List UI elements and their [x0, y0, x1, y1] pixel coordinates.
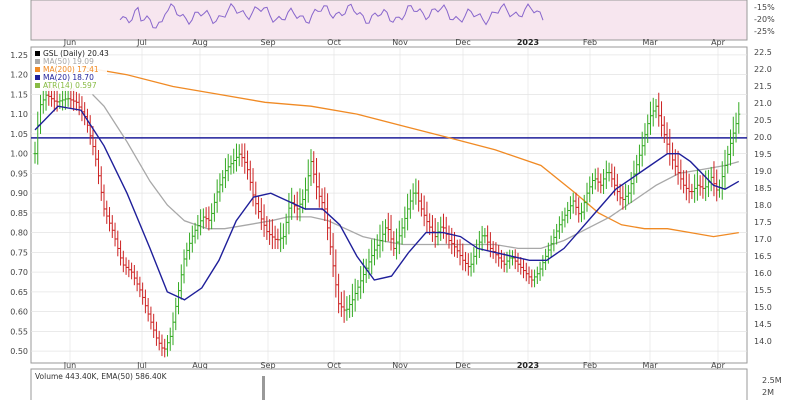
right-tick-label: 21.5: [754, 82, 772, 91]
month-label: Jul: [136, 38, 147, 47]
month-axis-bottom: Jun Jul Aug Sep Oct Nov Dec 2023 Feb Mar Apr: [63, 361, 726, 370]
price-bars: [33, 82, 741, 358]
month-label: Feb: [583, 361, 597, 370]
legend-swatch: [35, 51, 40, 56]
indicator-line: [119, 2, 544, 29]
left-tick-label: 0.60: [10, 308, 28, 317]
legend-swatch: [35, 83, 40, 88]
left-tick-label: 0.90: [10, 189, 28, 198]
right-tick-label: 15.0: [754, 303, 772, 312]
legend-box: [33, 49, 107, 91]
left-tick-label: 1.05: [10, 130, 28, 139]
right-tick-label: 17.5: [754, 218, 772, 227]
month-label: Aug: [192, 361, 208, 370]
left-tick-label: 0.80: [10, 229, 28, 238]
left-tick-label: 1.25: [10, 51, 28, 60]
indicator-axis: -15% -20% -25%: [754, 3, 775, 36]
volume-tick-label: 2.5M: [762, 376, 782, 385]
legend-entry: GSL (Daily) 20.43: [43, 49, 109, 58]
right-tick-label: 18.5: [754, 184, 772, 193]
right-tick-label: 20.0: [754, 133, 772, 142]
left-tick-label: 0.75: [10, 248, 28, 257]
right-tick-label: 19.5: [754, 150, 772, 159]
month-label: Jun: [63, 38, 77, 47]
month-label: Sep: [260, 361, 275, 370]
month-label: Nov: [392, 38, 408, 47]
right-tick-label: 18.0: [754, 201, 772, 210]
price-grid: [31, 47, 747, 363]
legend-entry: MA(50) 19.09: [43, 57, 94, 66]
volume-legend: Volume 443.40K, EMA(50) 586.40K: [35, 372, 168, 381]
right-tick-label: 20.5: [754, 116, 772, 125]
right-tick-label: 16.5: [754, 252, 772, 261]
volume-axis: 2.5M 2M: [762, 376, 782, 397]
month-label: Dec: [455, 361, 470, 370]
month-label: Dec: [455, 38, 470, 47]
right-tick-label: 21.0: [754, 99, 772, 108]
month-label: Sep: [260, 38, 275, 47]
month-axis-top: Jun Jul Aug Sep Oct Nov Dec 2023 Feb Mar Apr: [63, 38, 726, 47]
indicator-tick-label: -25%: [754, 27, 775, 36]
legend-swatch: [35, 59, 40, 64]
right-tick-label: 14.0: [754, 337, 772, 346]
month-label: Apr: [711, 38, 726, 47]
volume-tick-label: 2M: [762, 388, 774, 397]
indicator-panel: [30, 0, 748, 41]
month-label: 2023: [517, 361, 539, 370]
month-label: Oct: [327, 361, 341, 370]
left-tick-label: 0.70: [10, 268, 28, 277]
month-label: Mar: [642, 38, 658, 47]
left-tick-label: 0.85: [10, 209, 28, 218]
left-tick-label: 0.50: [10, 347, 28, 356]
ma20-line: [34, 105, 740, 301]
right-tick-label: 19.0: [754, 167, 772, 176]
volume-bar: [262, 376, 265, 400]
left-tick-label: 1.20: [10, 71, 28, 80]
right-tick-label: 22.0: [754, 65, 772, 74]
indicator-tick-label: -15%: [754, 3, 775, 12]
month-label: Aug: [192, 38, 208, 47]
volume-panel: [30, 368, 748, 400]
legend-entry: MA(200) 17.41: [43, 65, 99, 74]
legend-entry: MA(20) 18.70: [43, 73, 94, 82]
left-tick-label: 0.55: [10, 327, 28, 336]
month-label: 2023: [517, 38, 539, 47]
month-label: Jun: [63, 361, 77, 370]
right-tick-label: 15.5: [754, 286, 772, 295]
right-price-axis: 14.0 14.5 15.0 15.5 16.0 16.5 17.0 17.5 18.0 18.5…: [754, 48, 772, 346]
month-label: Jul: [136, 361, 147, 370]
right-tick-label: 22.5: [754, 48, 772, 57]
ma200-line: [80, 66, 739, 238]
right-tick-label: 14.5: [754, 320, 772, 329]
legend-entry: ATR(14) 0.597: [43, 81, 97, 90]
right-tick-label: 17.0: [754, 235, 772, 244]
left-price-axis: 0.50 0.55 0.60 0.65 0.70 0.75 0.80 0.85 0.90 0.95…: [10, 51, 28, 356]
left-tick-label: 1.15: [10, 90, 28, 99]
left-tick-label: 1.00: [10, 150, 28, 159]
left-tick-label: 0.95: [10, 169, 28, 178]
month-label: Mar: [642, 361, 658, 370]
indicator-tick-label: -20%: [754, 15, 775, 24]
legend-swatch: [35, 75, 40, 80]
legend-swatch: [35, 67, 40, 72]
right-tick-label: 16.0: [754, 269, 772, 278]
month-label: Nov: [392, 361, 408, 370]
month-label: Feb: [583, 38, 597, 47]
month-label: Apr: [711, 361, 726, 370]
month-label: Oct: [327, 38, 341, 47]
left-tick-label: 1.10: [10, 110, 28, 119]
left-tick-label: 0.65: [10, 288, 28, 297]
